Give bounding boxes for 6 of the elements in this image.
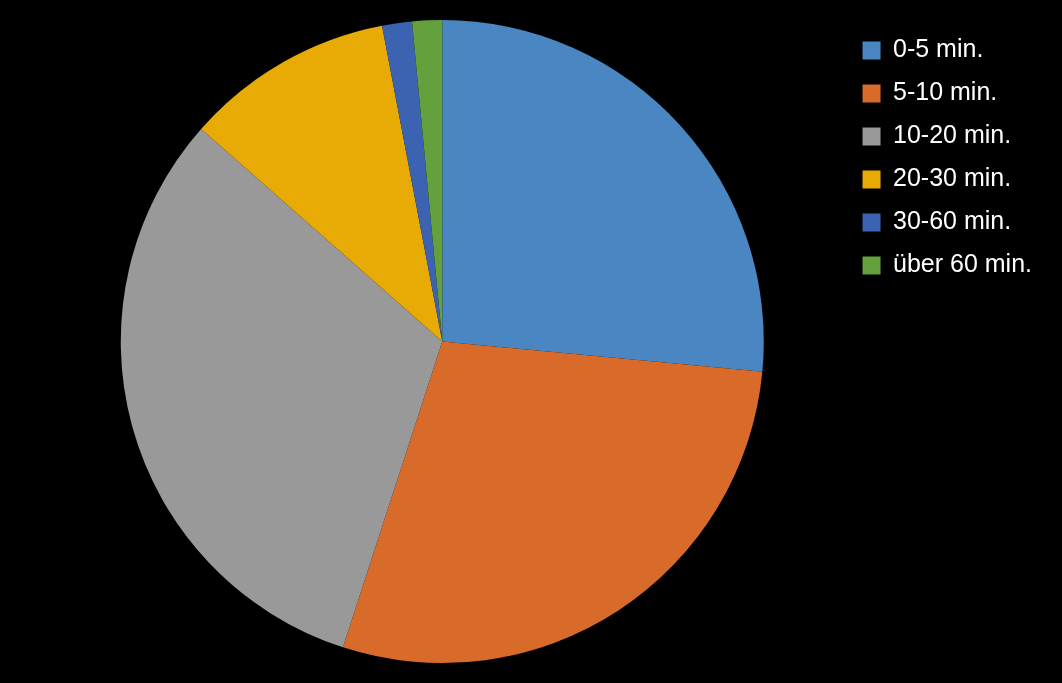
legend-label: über 60 min. (893, 249, 1032, 278)
legend-label: 5-10 min. (893, 77, 998, 106)
legend-label: 30-60 min. (893, 206, 1012, 235)
legend-label: 0-5 min. (893, 34, 984, 63)
legend-label: 20-30 min. (893, 163, 1012, 192)
legend-label: 10-20 min. (893, 120, 1012, 149)
